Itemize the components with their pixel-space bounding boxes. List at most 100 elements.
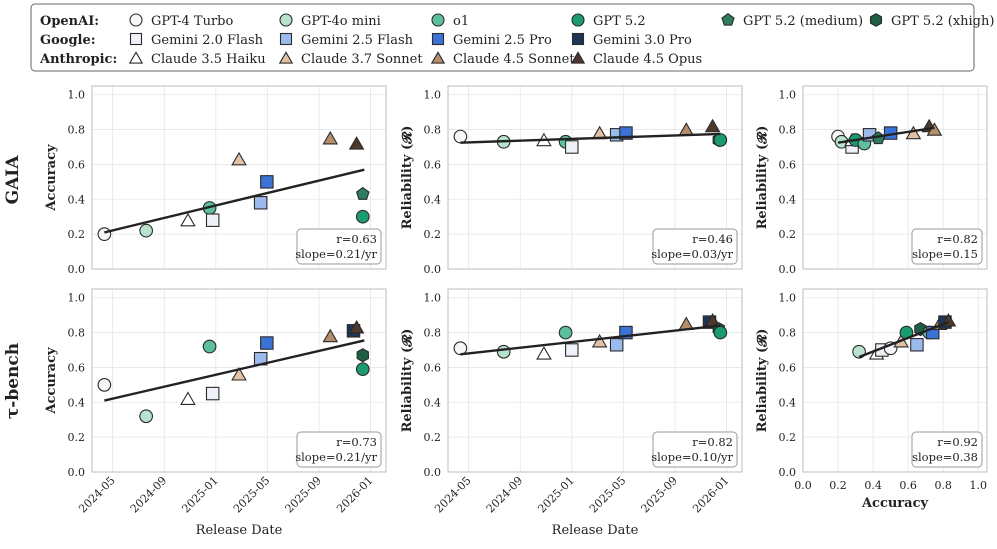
stats-slope-value: slope=0.03/yr xyxy=(651,247,733,261)
x-tick-label: 2024-05 xyxy=(432,474,474,516)
legend-marker-triangle-icon xyxy=(430,51,446,64)
legend-item-label: GPT 5.2 xyxy=(593,14,646,29)
y-tick-label: 1.0 xyxy=(68,89,86,102)
x-tick-label: 2025-09 xyxy=(283,474,325,516)
y-tick-label: 0.6 xyxy=(424,158,442,171)
legend-marker-triangle-icon xyxy=(278,51,294,64)
data-point xyxy=(202,339,217,354)
legend-marker-pentagon-icon xyxy=(721,13,735,26)
data-point xyxy=(355,362,370,377)
data-point xyxy=(496,344,511,359)
legend-marker-square-icon xyxy=(571,32,585,46)
y-tick-label: 0.0 xyxy=(424,466,442,479)
x-tick-label: 0.6 xyxy=(899,479,917,492)
x-tick-label: 2025-09 xyxy=(639,474,681,516)
y-tick-label: 0.0 xyxy=(779,263,797,276)
data-point xyxy=(704,118,721,133)
y-tick-label: 0.4 xyxy=(779,193,797,206)
x-axis-label: Release Date xyxy=(196,523,283,538)
legend-marker-square-icon xyxy=(129,32,143,46)
legend-item: Gemini 2.5 Flash xyxy=(279,32,414,48)
y-tick-label: 1.0 xyxy=(68,292,86,305)
plot-frame xyxy=(802,85,988,270)
x-axis-label: Release Date xyxy=(552,523,639,538)
y-tick-label: 1.0 xyxy=(779,292,797,305)
legend-item-label: Gemini 2.0 Flash xyxy=(151,33,264,48)
y-axis-label: Accuracy xyxy=(44,144,59,212)
data-point xyxy=(139,223,154,238)
x-tick-label: 2025-01 xyxy=(535,474,577,516)
data-point xyxy=(322,130,339,145)
data-point xyxy=(713,325,728,340)
x-tick-label: 2025-01 xyxy=(179,474,221,516)
x-tick-label: 0.2 xyxy=(829,479,847,492)
y-axis-label: Accuracy xyxy=(44,347,59,415)
x-tick-label: 2026-01 xyxy=(334,474,376,516)
data-point xyxy=(348,319,365,334)
y-axis-label: Reliability (𝓡) xyxy=(755,329,770,433)
legend-item: GPT 5.2 (xhigh) xyxy=(869,13,994,29)
legend-item-label: Claude 3.7 Sonnet xyxy=(301,52,423,67)
data-point xyxy=(609,338,624,352)
y-tick-label: 0.0 xyxy=(424,263,442,276)
data-point xyxy=(97,227,112,241)
stats-annotation-box xyxy=(652,228,738,265)
y-tick-label: 0.4 xyxy=(68,396,86,409)
data-point xyxy=(231,151,247,166)
y-tick-label: 0.0 xyxy=(68,466,86,479)
y-axis-label: Reliability (𝓡) xyxy=(755,126,770,230)
plot-frame xyxy=(91,85,387,270)
regression-line xyxy=(460,132,721,144)
x-tick-label: 2024-05 xyxy=(76,474,118,516)
data-point xyxy=(253,196,268,210)
row-label: GAIA xyxy=(3,155,23,205)
x-tick-label: 0.4 xyxy=(864,479,882,492)
legend-item-label: GPT-4 Turbo xyxy=(151,14,234,29)
legend-item: Gemini 3.0 Pro xyxy=(571,32,692,48)
legend-item: Claude 3.5 Haiku xyxy=(128,51,266,67)
x-tick-label: 2025-05 xyxy=(587,474,629,516)
legend-item-label: Gemini 2.5 Pro xyxy=(453,33,552,48)
legend-item: o1 xyxy=(431,13,469,29)
y-tick-label: 0.8 xyxy=(779,327,797,340)
y-tick-label: 0.6 xyxy=(68,361,86,374)
legend-item-label: Claude 4.5 Sonnet xyxy=(453,52,575,67)
y-tick-label: 0.4 xyxy=(424,396,442,409)
y-tick-label: 0.6 xyxy=(424,361,442,374)
x-tick-label: 2026-01 xyxy=(690,474,732,516)
y-tick-label: 0.2 xyxy=(68,431,86,444)
plot-frame xyxy=(802,288,988,473)
regression-line xyxy=(837,126,935,144)
stats-slope-value: slope=0.10/yr xyxy=(651,450,733,464)
legend-marker-triangle-icon xyxy=(570,51,586,64)
legend-item-label: GPT 5.2 (xhigh) xyxy=(891,14,994,29)
data-point xyxy=(565,140,579,154)
x-tick-label: 2024-09 xyxy=(128,474,170,516)
legend-item-label: GPT-4o mini xyxy=(301,14,381,29)
stats-r-value: r=0.63 xyxy=(336,232,377,246)
data-point xyxy=(139,409,154,424)
stats-annotation-box xyxy=(911,228,983,265)
stats-r-value: r=0.46 xyxy=(692,232,733,246)
legend-marker-circle-icon xyxy=(129,13,143,27)
regression-line xyxy=(858,320,949,359)
stats-annotation-box xyxy=(652,431,738,468)
legend-org-label: Google: xyxy=(40,33,96,48)
stats-r-value: r=0.92 xyxy=(937,435,978,449)
regression-line xyxy=(460,324,721,356)
y-tick-label: 0.6 xyxy=(68,158,86,171)
data-point xyxy=(591,333,608,348)
legend-org-label: Anthropic: xyxy=(39,52,117,67)
plot-frame xyxy=(447,288,743,473)
data-point xyxy=(260,175,274,189)
legend-item-label: Gemini 3.0 Pro xyxy=(593,33,692,48)
data-point xyxy=(231,367,247,381)
stats-annotation-box xyxy=(911,431,983,468)
y-tick-label: 0.8 xyxy=(68,327,86,340)
y-tick-label: 0.2 xyxy=(68,228,86,241)
legend-marker-square-icon xyxy=(431,32,445,46)
data-point xyxy=(910,338,924,352)
